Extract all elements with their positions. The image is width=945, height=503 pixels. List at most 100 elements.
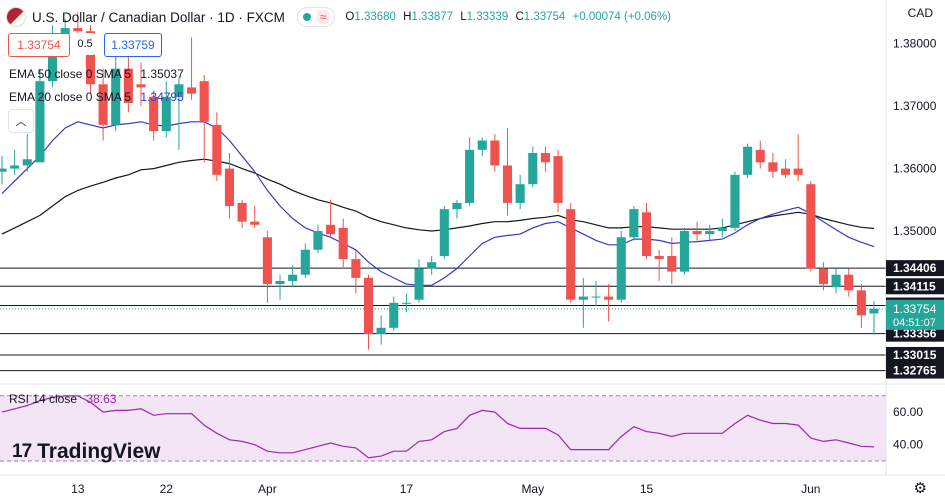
time-axis-label: 22 — [160, 482, 174, 496]
candle-body — [692, 231, 702, 235]
candle-body — [313, 231, 323, 250]
current-price-label: 1.33754 — [893, 302, 937, 316]
candle-body — [717, 227, 727, 232]
time-axis-label: 17 — [400, 482, 414, 496]
ema20-legend[interactable]: EMA 20 close 0 SMA 5 1.34795 — [9, 90, 184, 104]
spread-value: 0.5 — [74, 33, 96, 55]
candle-body — [490, 140, 500, 166]
current-price-badge — [886, 299, 944, 330]
candle-body — [844, 274, 854, 291]
close-value: 1.33754 — [523, 11, 566, 23]
buy-price-button[interactable]: 1.33759 — [104, 33, 162, 57]
candle-body — [60, 28, 70, 35]
candle-body — [629, 209, 639, 238]
ema20-line — [1, 121, 875, 286]
candle-body — [566, 209, 576, 300]
candle-body — [477, 140, 487, 150]
ema50-value: 1.35037 — [140, 67, 184, 81]
candle-body — [338, 227, 348, 260]
wave-icon: ≈ — [316, 10, 330, 24]
level-label: 1.34115 — [893, 279, 936, 293]
currency-selector[interactable]: CAD — [907, 6, 933, 20]
price-axis-label: 1.37000 — [893, 99, 937, 113]
ohlc-readout: O1.33680 H1.33877 L1.33339 C1.33754 +0.0… — [345, 11, 671, 23]
candle-body — [780, 168, 791, 175]
ema50-legend[interactable]: EMA 50 close 0 SMA 5 1.35037 — [9, 67, 184, 81]
candle-body — [212, 124, 222, 175]
candle-body — [85, 31, 96, 85]
time-axis-label: 13 — [71, 482, 85, 496]
level-label-bg — [886, 260, 944, 277]
sell-price-button[interactable]: 1.33754 — [8, 33, 70, 57]
candle-body — [174, 84, 184, 97]
candle-body — [793, 168, 803, 175]
candle-body — [502, 165, 513, 203]
candle-body — [22, 159, 32, 166]
tradingview-logo: 17 TradingView — [12, 440, 161, 463]
candle-body — [0, 168, 7, 172]
candle-body — [98, 84, 108, 125]
time-axis-label: 15 — [640, 482, 654, 496]
candle-body — [161, 96, 171, 132]
candle-body — [250, 221, 260, 225]
candle-body — [363, 277, 374, 335]
settings-gear-icon[interactable]: ⚙ — [913, 480, 927, 497]
candle-body — [224, 168, 235, 207]
candle-body — [730, 174, 740, 228]
rsi-axis-label: 40.00 — [893, 438, 923, 452]
level-label-bg — [886, 278, 944, 295]
candle-body — [48, 34, 58, 82]
candle-body — [616, 237, 626, 300]
candle-body — [187, 87, 197, 94]
candle-body — [768, 162, 778, 172]
candle-body — [10, 165, 20, 169]
level-label-bg — [886, 346, 944, 363]
candle-body — [553, 156, 563, 203]
candle-body — [818, 268, 828, 285]
candle-body — [288, 274, 298, 281]
time-axis-label: Apr — [258, 482, 277, 496]
rsi-legend[interactable]: RSI 14 close 38.63 — [9, 392, 117, 406]
symbol-title[interactable]: U.S. Dollar / Canadian Dollar · 1D · FXC… — [32, 9, 285, 25]
rsi-value: 38.63 — [86, 392, 117, 406]
collapse-legend-icon[interactable]: ︿ — [8, 109, 34, 133]
candle-body — [540, 152, 550, 163]
candle-body — [326, 224, 336, 235]
tradingview-mark-icon: 17 — [12, 441, 32, 462]
price-axis-label: 1.36000 — [893, 162, 937, 176]
rsi-band — [0, 395, 886, 461]
candle-body — [667, 256, 677, 272]
symbol-header: U.S. Dollar / Canadian Dollar · 1D · FXC… — [6, 6, 671, 28]
candle-body — [136, 84, 146, 88]
candle-body — [806, 184, 816, 269]
time-axis-label: Jun — [801, 482, 820, 496]
candle-body — [401, 302, 411, 304]
candle-body — [591, 296, 601, 298]
price-axis-label: 1.35000 — [893, 224, 937, 238]
candle-body — [831, 274, 841, 288]
open-value: 1.33680 — [354, 11, 396, 23]
candle-body — [275, 280, 285, 285]
candle-body — [641, 212, 652, 256]
candle-body — [389, 302, 399, 328]
candle-body — [73, 28, 83, 32]
candle-body — [35, 81, 45, 163]
candle-body — [111, 68, 121, 125]
candle-body — [262, 237, 272, 285]
level-label: 1.32765 — [893, 364, 937, 378]
candle-body — [465, 149, 475, 203]
candle-body — [743, 146, 753, 175]
candle-body — [654, 256, 664, 260]
rsi-line — [1, 395, 875, 459]
change-value: +0.00074 (+0.06%) — [572, 11, 671, 23]
candle-body — [755, 149, 765, 163]
candle-body — [604, 296, 614, 300]
rsi-axis-label: 60.00 — [893, 405, 923, 419]
candle-body — [528, 152, 538, 185]
market-status-pill[interactable]: ≈ — [296, 7, 336, 27]
level-label: 1.33356 — [893, 327, 937, 341]
candle-body — [237, 202, 247, 222]
candle-body — [414, 268, 424, 300]
level-label: 1.34406 — [893, 261, 937, 275]
